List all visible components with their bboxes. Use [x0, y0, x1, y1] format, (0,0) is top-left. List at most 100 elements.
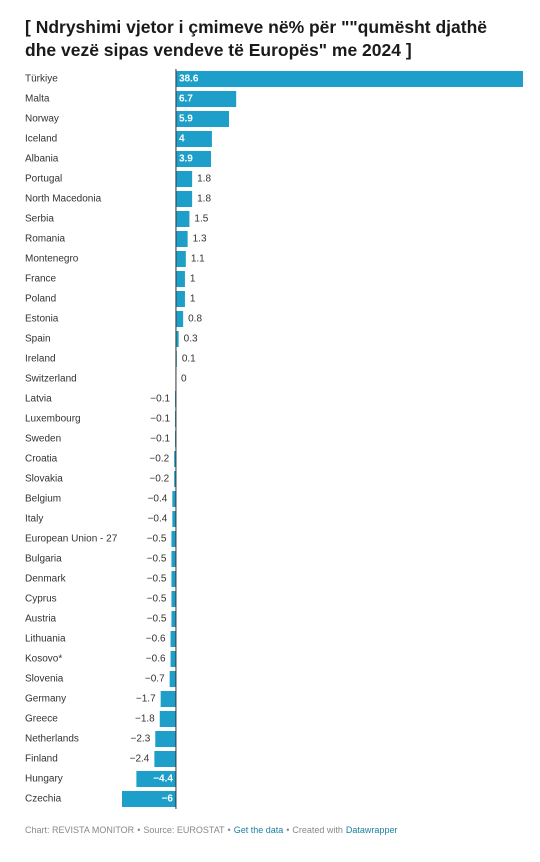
bar	[171, 551, 176, 567]
category-label: Hungary	[25, 774, 63, 785]
value-label: 6.7	[179, 94, 193, 105]
value-label: −1.8	[135, 714, 155, 725]
value-label: −0.2	[149, 454, 169, 465]
category-label: Slovenia	[25, 674, 64, 685]
bar	[154, 751, 176, 767]
category-label: Czechia	[25, 794, 62, 805]
category-label: Greece	[25, 714, 58, 725]
category-label: Lithuania	[25, 634, 66, 645]
category-label: Estonia	[25, 314, 59, 325]
bar	[170, 651, 176, 667]
category-label: Montenegro	[25, 254, 79, 265]
category-label: Germany	[25, 694, 66, 705]
bar	[175, 171, 193, 187]
category-label: Finland	[25, 754, 58, 765]
footer-part[interactable]: Datawrapper	[346, 825, 398, 835]
value-label: 38.6	[179, 74, 199, 85]
category-label: Norway	[25, 114, 59, 125]
category-label: Croatia	[25, 454, 58, 465]
value-label: 1.3	[193, 234, 207, 245]
bar	[175, 111, 229, 127]
bar	[174, 471, 176, 487]
category-label: Austria	[25, 614, 57, 625]
category-label: Portugal	[25, 174, 62, 185]
bar	[175, 291, 185, 307]
bar	[160, 691, 176, 707]
value-label: 1	[190, 294, 196, 305]
footer: Chart: REVISTA MONITOR • Source: EUROSTAT •…	[25, 825, 397, 835]
bar	[175, 311, 184, 327]
bar	[175, 151, 212, 167]
value-label: 0	[181, 374, 187, 385]
bar	[175, 231, 188, 247]
category-label: Denmark	[25, 574, 67, 585]
bar	[175, 91, 237, 107]
chart-title: [ Ndryshimi vjetor i çmimeve në% për ""q…	[25, 17, 487, 60]
value-label: 1.5	[194, 214, 208, 225]
bar	[171, 531, 176, 547]
value-label: 1.8	[197, 194, 211, 205]
value-label: −0.6	[146, 634, 166, 645]
footer-separator: •	[228, 825, 231, 835]
bar	[122, 791, 176, 807]
value-label: −0.5	[147, 574, 167, 585]
category-label: Sweden	[25, 434, 61, 445]
category-label: Spain	[25, 334, 51, 345]
value-label: −0.5	[147, 594, 167, 605]
category-label: North Macedonia	[25, 194, 102, 205]
bar	[175, 331, 179, 347]
bar	[174, 451, 176, 467]
value-label: −6	[162, 794, 174, 805]
value-label: 3.9	[179, 154, 193, 165]
value-label: −0.2	[149, 474, 169, 485]
bar	[175, 271, 185, 287]
footer-part: Source: EUROSTAT	[143, 825, 225, 835]
bar	[172, 491, 176, 507]
value-label: 1.8	[197, 174, 211, 185]
value-label: −0.6	[146, 654, 166, 665]
bar	[175, 251, 186, 267]
value-label: −0.5	[147, 554, 167, 565]
value-label: −0.5	[147, 614, 167, 625]
footer-part: Chart: REVISTA MONITOR	[25, 825, 135, 835]
value-label: 5.9	[179, 114, 193, 125]
value-label: 0.1	[182, 354, 196, 365]
value-label: −2.4	[130, 754, 150, 765]
bar	[175, 71, 524, 87]
category-label: Kosovo*	[25, 654, 62, 665]
category-label: Ireland	[25, 354, 56, 365]
value-label: −0.4	[148, 514, 168, 525]
category-label: Türkiye	[25, 74, 58, 85]
value-label: −0.1	[150, 394, 170, 405]
category-label: Latvia	[25, 394, 52, 405]
value-label: −0.5	[147, 534, 167, 545]
category-label: Iceland	[25, 134, 57, 145]
value-label: −0.1	[150, 434, 170, 445]
category-label: Cyprus	[25, 594, 57, 605]
footer-separator: •	[137, 825, 140, 835]
category-label: Serbia	[25, 214, 54, 225]
category-label: Netherlands	[25, 734, 79, 745]
value-label: 1	[190, 274, 196, 285]
value-label: 4	[179, 134, 185, 145]
category-label: Bulgaria	[25, 554, 62, 565]
category-label: Switzerland	[25, 374, 77, 385]
value-label: −0.1	[150, 414, 170, 425]
value-label: −4.4	[153, 774, 173, 785]
category-label: Slovakia	[25, 474, 63, 485]
bar	[155, 731, 176, 747]
bar	[175, 131, 212, 147]
footer-part: Created with	[292, 825, 343, 835]
category-label: Albania	[25, 154, 59, 165]
bar	[171, 611, 176, 627]
value-label: −0.4	[148, 494, 168, 505]
bar	[169, 671, 176, 687]
footer-part[interactable]: Get the data	[234, 825, 284, 835]
category-label: Romania	[25, 234, 65, 245]
footer-separator: •	[286, 825, 289, 835]
bar	[136, 771, 176, 787]
value-label: 0.8	[188, 314, 202, 325]
bar	[159, 711, 176, 727]
